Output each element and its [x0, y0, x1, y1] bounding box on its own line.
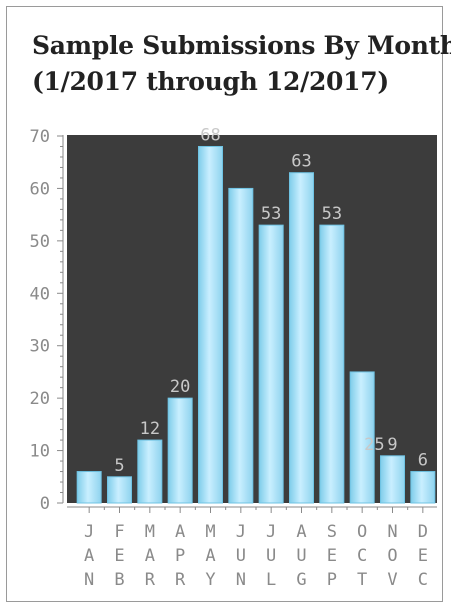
y-tick-label: 60 [30, 179, 50, 199]
bar-nov [380, 455, 405, 504]
bar-sep [319, 224, 345, 504]
bar-apr [167, 397, 193, 504]
data-labels: 5 12 20 68 53 63 53 25 9 6 [114, 125, 428, 475]
y-tick-label: 20 [30, 389, 50, 409]
y-tick-label: 0 [40, 494, 50, 514]
bar-jun [228, 187, 254, 504]
data-label-jul: 53 [261, 204, 281, 224]
data-label-aug: 63 [291, 152, 311, 172]
bar-jul [258, 224, 284, 504]
chart-title-line1: Sample Submissions By Month [32, 31, 451, 60]
bar-jan [76, 471, 102, 504]
data-label-oct: 25 [364, 435, 384, 455]
chart-title-line2: (1/2017 through 12/2017) [32, 67, 389, 96]
y-tick-label: 40 [30, 284, 50, 304]
bar-may [198, 145, 223, 504]
y-axis: 0 10 20 30 40 50 60 70 [30, 127, 64, 514]
data-label-dec: 6 [418, 451, 428, 471]
bar-mar [137, 439, 163, 504]
data-label-feb: 5 [114, 456, 124, 476]
x-axis: J A N F E B M A R A P R M A Y J U N J U L A U G S E P O C T N O V D E C [67, 506, 437, 590]
chart-title: Sample Submissions By Month (1/2017 thro… [32, 28, 451, 100]
data-label-may: 68 [200, 125, 220, 145]
bars [76, 145, 436, 504]
data-label-nov: 9 [387, 435, 397, 455]
y-tick-label: 10 [30, 442, 50, 462]
y-tick-label: 50 [30, 232, 50, 252]
bar-aug [289, 172, 314, 504]
bar-oct [349, 371, 375, 504]
data-label-mar: 12 [140, 419, 160, 439]
y-tick-label: 30 [30, 337, 50, 357]
y-tick-label: 70 [30, 127, 50, 147]
data-label-sep: 53 [322, 204, 342, 224]
bar-dec [410, 471, 436, 504]
data-label-apr: 20 [170, 377, 190, 397]
bar-feb [107, 476, 132, 504]
